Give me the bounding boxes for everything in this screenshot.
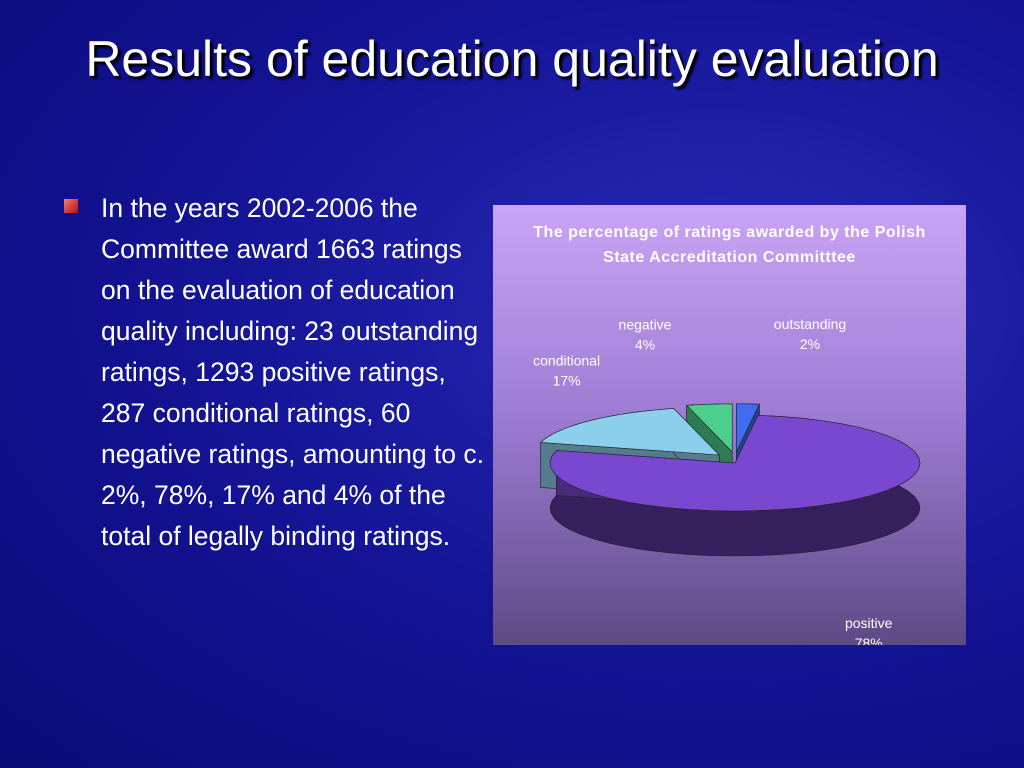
- slice-label: negative: [619, 317, 672, 333]
- chart-panel: The percentage of ratings awarded by the…: [493, 205, 966, 645]
- bullet-text: In the years 2002-2006 the Committee awa…: [101, 193, 485, 551]
- slice: [549, 415, 921, 512]
- bullet-icon: [64, 199, 78, 213]
- slide-title: Results of education quality evaluation: [85, 31, 939, 87]
- slice-label: positive: [845, 615, 893, 631]
- chart: outstanding 2% positive 78% conditional 17% ne…: [533, 316, 921, 645]
- value-label: 78%: [855, 635, 883, 645]
- slice-label: outstanding: [774, 316, 846, 332]
- slice: [736, 403, 760, 452]
- chart-title: The percentage of ratings awarded by the…: [533, 224, 926, 266]
- value-label: 4%: [635, 337, 655, 353]
- value-label: 2%: [800, 336, 820, 352]
- value-label: 17%: [553, 372, 581, 388]
- slice-label: conditional: [533, 352, 600, 368]
- slice: [685, 403, 733, 453]
- slice: [539, 408, 721, 456]
